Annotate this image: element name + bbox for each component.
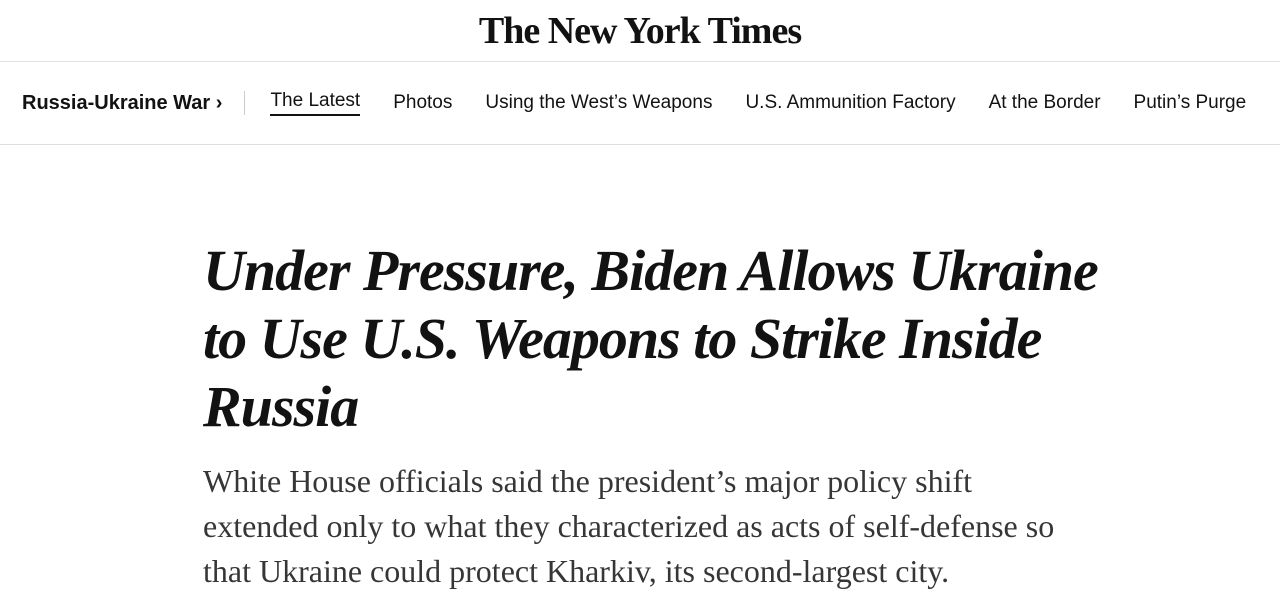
nav-link[interactable]: Putin’s Purge (1133, 92, 1247, 113)
nav-link[interactable]: Using the West’s Weapons (485, 92, 713, 113)
nav-link[interactable]: The Latest (270, 90, 361, 116)
logo[interactable]: The New York Times (478, 9, 802, 52)
masthead: The New York Times (0, 0, 1280, 62)
section-nav: Russia-Ukraine War › The Latest Photos U… (0, 62, 1280, 145)
nav-link[interactable]: Photos (393, 92, 453, 113)
nav-link[interactable]: At the Border (988, 92, 1101, 113)
summary: White House officials said the president… (203, 463, 1055, 589)
headline: Under Pressure, Biden Allows Ukraine to … (203, 238, 1099, 439)
article: Under Pressure, Biden Allows Ukraine to … (203, 237, 1103, 594)
nav-link[interactable]: U.S. Ammunition Factory (745, 92, 956, 113)
section-link[interactable]: Russia-Ukraine War › (22, 91, 246, 115)
